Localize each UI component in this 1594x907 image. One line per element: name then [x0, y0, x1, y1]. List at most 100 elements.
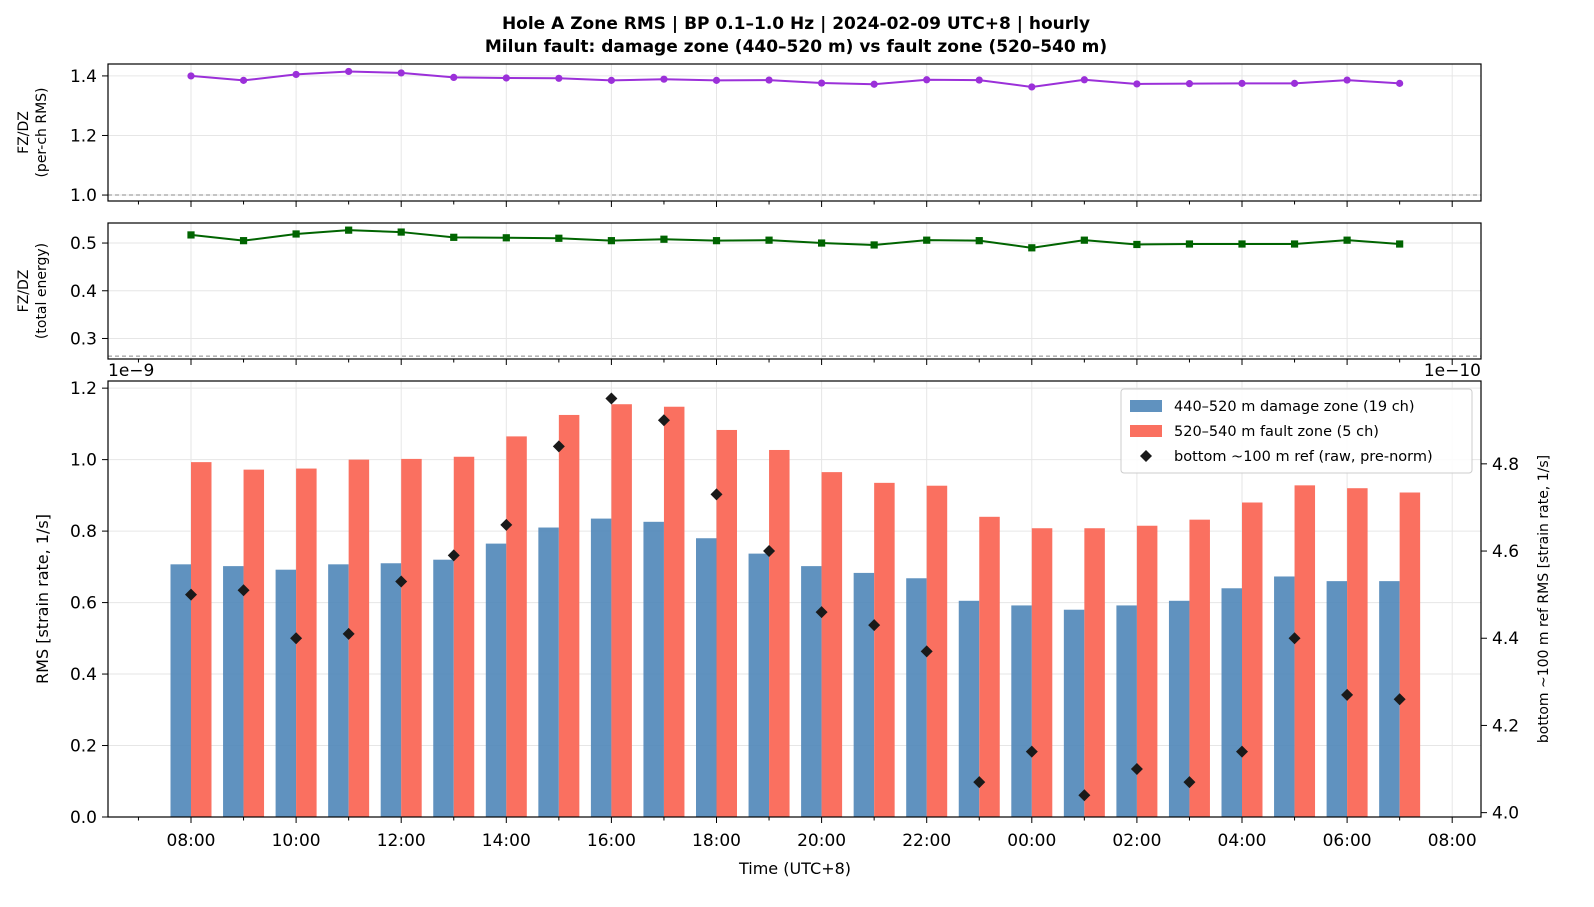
y-axis-label-line2: (total energy)	[34, 243, 50, 339]
ratio-point	[923, 76, 931, 84]
x-tick-label: 12:00	[377, 831, 426, 851]
reference-marker	[237, 584, 250, 597]
reference-marker	[920, 645, 933, 658]
ratio-point	[397, 228, 405, 236]
x-tick-label: 04:00	[1218, 831, 1267, 851]
ratio-point	[765, 76, 773, 84]
y-tick-label: 0.6	[70, 594, 97, 614]
damage-zone-bar	[538, 527, 559, 817]
fault-zone-bar	[874, 482, 895, 817]
legend-label-reference: bottom ~100 m ref (raw, pre-norm)	[1174, 449, 1433, 465]
y-axis-label-line1: FZ/DZ	[16, 270, 32, 313]
y2-tick-label: 4.8	[1492, 455, 1519, 475]
damage-zone-bar	[801, 566, 822, 817]
fault-zone-bar	[1084, 528, 1105, 817]
fault-zone-bar	[1347, 488, 1368, 817]
x-tick-label: 10:00	[272, 831, 321, 851]
ratio-point	[660, 75, 668, 83]
y-tick-label: 1.2	[70, 126, 97, 146]
ratio-point	[1343, 236, 1351, 244]
legend-swatch-fault-zone	[1130, 425, 1162, 437]
fault-zone-bar	[1399, 492, 1421, 817]
damage-zone-bar	[433, 559, 454, 817]
damage-zone-bar	[485, 543, 507, 817]
ratio-point	[1396, 240, 1404, 248]
y-tick-label: 0.0	[70, 808, 97, 828]
ratio-point	[712, 237, 721, 245]
ratio-point	[1343, 76, 1351, 84]
reference-marker	[1341, 688, 1354, 701]
y2-tick-label: 4.6	[1492, 542, 1519, 562]
x-tick-label: 00:00	[1007, 831, 1056, 851]
ratio-point	[239, 76, 248, 84]
ratio-point	[870, 241, 878, 249]
reference-marker	[868, 619, 881, 632]
axes-frame	[107, 63, 1482, 202]
reference-marker	[973, 776, 986, 789]
damage-zone-bar	[275, 569, 297, 817]
legend-label-fault-zone: 520–540 m fault zone (5 ch)	[1174, 424, 1379, 440]
damage-zone-bar	[853, 572, 875, 817]
reference-marker	[1393, 693, 1406, 706]
y-axis-label: RMS [strain rate, 1/s]	[33, 514, 52, 684]
ratio-point	[1238, 240, 1246, 248]
ratio-point	[1238, 79, 1246, 87]
y-tick-label: 0.4	[70, 665, 97, 685]
fault-zone-bar	[1136, 525, 1158, 817]
y-axis-label-line2: (per-ch RMS)	[34, 87, 50, 177]
reference-marker	[447, 549, 460, 562]
reference-marker	[1288, 632, 1301, 645]
fault-zone-bar	[769, 449, 790, 817]
damage-zone-bar	[906, 578, 927, 817]
ratio-point	[607, 76, 616, 84]
fault-zone-bar	[558, 414, 580, 817]
ratio-point	[292, 70, 300, 79]
damage-zone-bar	[380, 563, 402, 817]
reference-marker	[710, 488, 723, 501]
ratio-point	[187, 72, 195, 80]
ratio-point	[818, 79, 826, 87]
legend-marker-reference	[1140, 450, 1152, 462]
y-tick-label: 0.2	[70, 737, 97, 757]
ratio-series-line	[190, 70, 1400, 88]
reference-marker	[500, 518, 513, 531]
top-ratio-panel: 1.0 1.2 1.4 FZ/DZ (per-ch RMS)	[16, 63, 1482, 207]
damage-zone-bar	[1011, 605, 1032, 817]
reference-marker	[763, 545, 776, 558]
ratio-point	[975, 237, 983, 245]
fault-zone-bar	[1031, 528, 1053, 817]
ratio-point	[1080, 76, 1088, 84]
ratio-point	[1028, 244, 1036, 252]
ratio-point	[1185, 240, 1194, 248]
ratio-point	[660, 235, 668, 243]
reference-marker	[342, 627, 355, 640]
y-tick-label: 1.0	[70, 451, 97, 471]
reference-marker	[815, 606, 828, 619]
x-tick-label: 20:00	[797, 831, 846, 851]
fault-zone-bar	[453, 456, 475, 817]
reference-marker	[395, 575, 408, 588]
ratio-point	[345, 67, 353, 76]
fault-zone-bar	[1294, 485, 1316, 817]
ratio-point	[345, 226, 353, 234]
ratio-point	[607, 237, 615, 245]
legend-label-damage-zone: 440–520 m damage zone (19 ch)	[1174, 399, 1415, 415]
legend-swatch-damage-zone	[1130, 400, 1162, 412]
y-tick-label: 0.8	[70, 522, 97, 542]
damage-zone-bar	[1379, 581, 1400, 817]
fault-zone-bar	[296, 468, 317, 817]
ratio-point	[818, 239, 826, 247]
damage-zone-bar	[223, 566, 244, 817]
ratio-point	[450, 73, 458, 82]
damage-zone-bar	[328, 564, 349, 817]
x-tick-label: 18:00	[692, 831, 741, 851]
ratio-point	[292, 230, 300, 238]
bottom-rms-panel: 0.0 0.2 0.4 0.6 0.8 1.0 1.2 4.0 4.2 4.4 4.6 4.8 1e−9…	[33, 361, 1552, 878]
fault-zone-bar	[821, 472, 843, 817]
ratio-point	[1133, 80, 1141, 88]
fault-zone-bar	[926, 485, 948, 817]
reference-marker	[605, 392, 618, 405]
y-tick-label: 1.4	[70, 67, 97, 87]
ratio-point	[1290, 240, 1299, 248]
